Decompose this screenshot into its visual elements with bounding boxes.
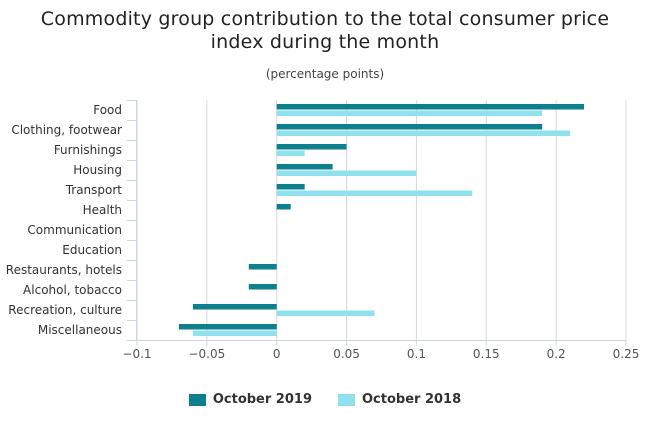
bar-2018-0 xyxy=(276,110,543,116)
bar-2019-8 xyxy=(248,264,277,270)
bar-2019-9 xyxy=(248,284,277,290)
x-tick-label-3: 0.05 xyxy=(333,347,360,361)
chart-title-line-1: Commodity group contribution to the tota… xyxy=(40,8,610,30)
category-label-4: Transport xyxy=(65,183,123,197)
bar-2019-10 xyxy=(192,304,277,310)
legend-label-2019: October 2019 xyxy=(212,392,312,407)
bar-2018-3 xyxy=(276,170,417,176)
x-tick-label-6: 0.2 xyxy=(547,347,566,361)
legend-label-2018: October 2018 xyxy=(362,392,462,407)
bar-2018-10 xyxy=(276,310,375,316)
category-label-1: Clothing, footwear xyxy=(11,123,122,137)
chart-subtitle: (percentage points) xyxy=(265,67,385,81)
x-tick-label-5: 0.15 xyxy=(473,347,500,361)
category-label-11: Miscellaneous xyxy=(38,323,122,337)
category-label-0: Food xyxy=(93,103,122,117)
category-label-10: Recreation, culture xyxy=(8,303,122,317)
legend-swatch-2019 xyxy=(188,393,206,406)
category-label-7: Education xyxy=(62,243,122,257)
bar-2018-1 xyxy=(276,130,571,136)
x-tick-label-4: 0.1 xyxy=(407,347,426,361)
bar-2018-2 xyxy=(276,150,305,156)
legend-item-october-2018[interactable]: October 2018 xyxy=(338,392,461,407)
bar-2018-11 xyxy=(192,330,277,336)
category-label-9: Alcohol, tobacco xyxy=(23,283,122,297)
category-label-8: Restaurants, hotels xyxy=(6,263,122,277)
bar-2019-0 xyxy=(276,104,585,110)
legend-item-october-2019[interactable]: October 2019 xyxy=(188,392,312,407)
x-tick-label-0: −0.1 xyxy=(122,347,151,361)
x-tick-label-7: 0.25 xyxy=(613,347,640,361)
bar-2019-1 xyxy=(276,124,543,130)
legend: October 2019 October 2018 xyxy=(0,392,650,407)
bar-2019-3 xyxy=(276,164,333,170)
x-tick-label-1: −0.05 xyxy=(188,347,225,361)
legend-swatch-2018 xyxy=(338,393,355,406)
bar-2019-4 xyxy=(276,184,305,190)
category-label-5: Health xyxy=(83,203,122,217)
bar-2019-11 xyxy=(178,324,277,330)
x-tick-label-2: 0 xyxy=(273,347,281,361)
category-label-6: Communication xyxy=(27,223,122,237)
category-label-3: Housing xyxy=(73,163,122,177)
bar-2018-4 xyxy=(276,190,473,196)
bar-2019-2 xyxy=(276,144,347,150)
chart-title-line-2: index during the month xyxy=(210,31,440,53)
bar-2019-5 xyxy=(276,204,291,210)
category-label-2: Furnishings xyxy=(54,143,122,157)
chart-title: Commodity group contribution to the tota… xyxy=(0,8,650,54)
